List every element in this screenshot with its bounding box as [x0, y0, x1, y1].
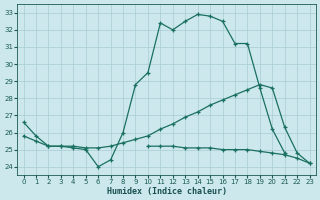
X-axis label: Humidex (Indice chaleur): Humidex (Indice chaleur) [107, 187, 227, 196]
